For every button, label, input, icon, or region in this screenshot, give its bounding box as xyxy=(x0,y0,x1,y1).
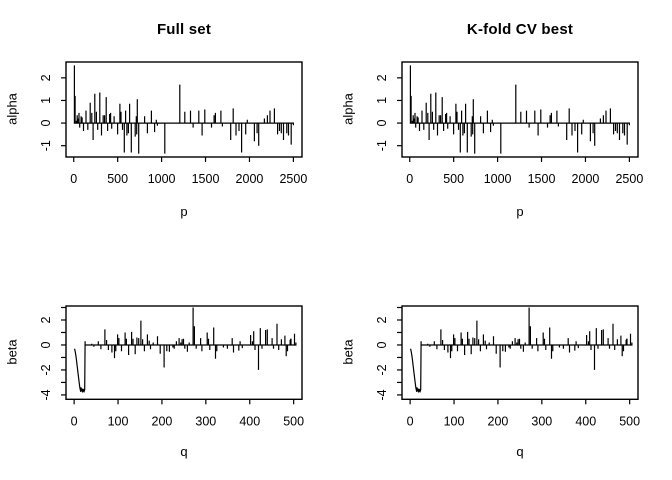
plot-svg-top-left: 0 500 1000 1500 2000 2500 -1 0 1 2 xyxy=(39,61,307,186)
x-tick-label: 1500 xyxy=(528,172,556,186)
x-tick-label: 400 xyxy=(239,414,260,428)
x-tick-label: 400 xyxy=(575,414,596,428)
x-tick-label: 2500 xyxy=(615,172,643,186)
y-tick-label: -1 xyxy=(375,140,389,151)
y-tick-label: -2 xyxy=(39,364,53,375)
y-tick-label: 2 xyxy=(375,316,389,323)
x-tick-label: 200 xyxy=(488,414,509,428)
panel-kfold-beta: beta q 0 100 200 300 400 500 2 0 -2 -4 xyxy=(336,240,672,480)
x-tick-label: 500 xyxy=(107,172,128,186)
x-tick-label: 0 xyxy=(71,414,78,428)
x-tick-label: 0 xyxy=(406,172,413,186)
series-path-beta xyxy=(74,307,297,394)
series-path-beta xyxy=(410,307,633,394)
x-tick-label: 2000 xyxy=(572,172,600,186)
y-tick-label: -2 xyxy=(375,364,389,375)
x-tick-label: 1000 xyxy=(484,172,512,186)
panel-title-full-set: Full set xyxy=(156,21,212,38)
plot-box xyxy=(401,61,639,158)
y-tick-label: 1 xyxy=(375,97,389,104)
x-tick-label: 300 xyxy=(195,414,216,428)
y-tick-label: 2 xyxy=(375,74,389,81)
y-tick-label: 1 xyxy=(39,97,53,104)
x-tick-label: 500 xyxy=(443,172,464,186)
panel-title-kfold-cv-best: K-fold CV best xyxy=(466,21,574,38)
panel-kfold-alpha: K-fold CV best alpha p 0 500 1000 1500 2000 2… xyxy=(336,0,672,240)
plot-box xyxy=(65,61,303,158)
plot-box xyxy=(401,305,639,401)
plot-svg-top-right: 0 500 1000 1500 2000 2500 -1 0 1 2 xyxy=(375,61,643,186)
x-axis-label-p: p xyxy=(516,204,524,219)
x-tick-label: 2000 xyxy=(236,172,264,186)
y-tick-label: -4 xyxy=(39,389,53,400)
plot-area-kfold-alpha: 0 500 1000 1500 2000 2500 -1 0 1 2 xyxy=(336,0,672,240)
x-tick-label: 500 xyxy=(283,414,304,428)
y-tick-label: 2 xyxy=(39,316,53,323)
x-tick-label: 2500 xyxy=(279,172,307,186)
y-tick-label: 0 xyxy=(39,120,53,127)
plot-svg-bottom-left: 0 100 200 300 400 500 2 0 -2 -4 xyxy=(39,305,304,428)
x-tick-label: 200 xyxy=(152,414,173,428)
plot-area-full-set-beta: 0 100 200 300 400 500 2 0 -2 -4 xyxy=(0,240,336,480)
x-tick-label: 300 xyxy=(531,414,552,428)
y-tick-label: -1 xyxy=(39,140,53,151)
series-path-alpha xyxy=(409,65,630,154)
plot-box xyxy=(65,305,303,401)
panel-full-set-beta: beta q 0 100 200 300 400 500 2 0 -2 -4 xyxy=(0,240,336,480)
y-tick-label: -4 xyxy=(375,389,389,400)
y-tick-label: 0 xyxy=(375,120,389,127)
plot-area-full-set-alpha: 0 500 1000 1500 2000 2500 -1 0 1 2 xyxy=(0,0,336,240)
series-path-alpha xyxy=(73,65,294,154)
y-tick-label: 0 xyxy=(375,341,389,348)
x-tick-label: 100 xyxy=(444,414,465,428)
x-axis-label-q: q xyxy=(180,444,188,459)
x-tick-label: 0 xyxy=(407,414,414,428)
panel-full-set-alpha: Full set alpha p 0 500 1000 1500 2000 2500 -1 0… xyxy=(0,0,336,240)
x-tick-label: 1500 xyxy=(192,172,220,186)
x-tick-label: 0 xyxy=(70,172,77,186)
x-tick-label: 100 xyxy=(108,414,129,428)
x-axis-label-p: p xyxy=(180,204,188,219)
x-tick-label: 1000 xyxy=(148,172,176,186)
plot-svg-bottom-right: 0 100 200 300 400 500 2 0 -2 -4 xyxy=(375,305,640,428)
y-tick-label: 0 xyxy=(39,341,53,348)
y-tick-label: 2 xyxy=(39,74,53,81)
x-tick-label: 500 xyxy=(619,414,640,428)
x-axis-label-q: q xyxy=(516,444,524,459)
plot-area-kfold-beta: 0 100 200 300 400 500 2 0 -2 -4 xyxy=(336,240,672,480)
